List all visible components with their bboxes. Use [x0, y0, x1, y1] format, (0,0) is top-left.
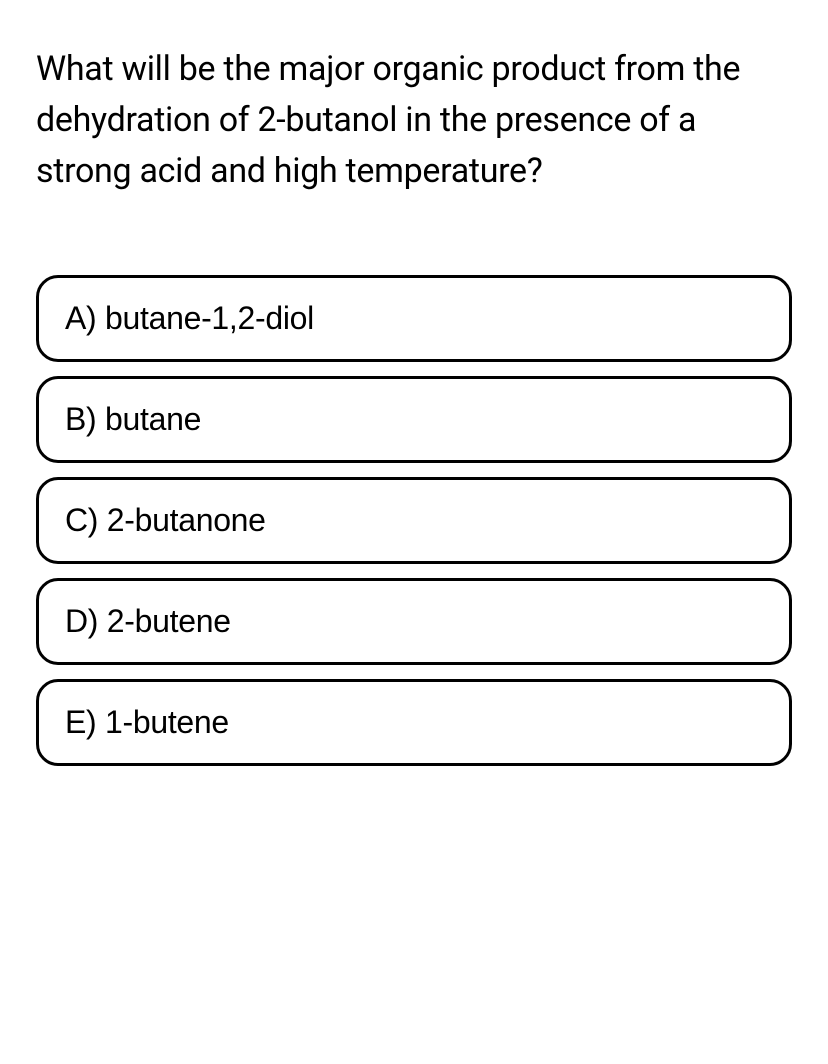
options-container: A) butane-1,2-diol B) butane C) 2-butano…	[36, 275, 792, 766]
option-e[interactable]: E) 1-butene	[36, 679, 792, 766]
option-d[interactable]: D) 2-butene	[36, 578, 792, 665]
question-text: What will be the major organic product f…	[36, 44, 792, 197]
option-b[interactable]: B) butane	[36, 376, 792, 463]
option-a[interactable]: A) butane-1,2-diol	[36, 275, 792, 362]
option-c[interactable]: C) 2-butanone	[36, 477, 792, 564]
